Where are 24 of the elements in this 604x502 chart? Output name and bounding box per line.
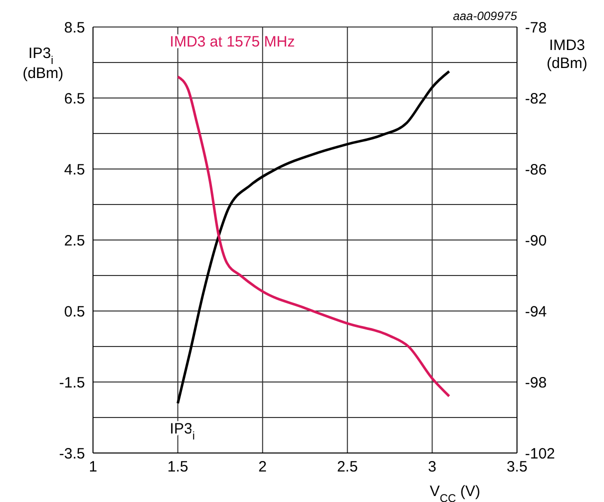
x-tick-label: 3.5 xyxy=(506,458,528,476)
y2-tick-label: -90 xyxy=(525,232,547,250)
x-tick-label: 1.5 xyxy=(167,458,188,476)
y2-axis-title: IMD3 (dBm) xyxy=(546,37,588,72)
x-tick-label: 2.5 xyxy=(336,458,358,476)
y2-tick-label: -78 xyxy=(525,19,547,36)
y-tick-label: -1.5 xyxy=(59,374,85,392)
y-tick-label: 4.5 xyxy=(64,161,85,178)
y2-tick-label: -82 xyxy=(525,90,547,108)
y-tick-label: 8.5 xyxy=(64,19,85,36)
y-axis-title: IP3$_{i}$ (dBm) xyxy=(22,45,64,82)
x-tick-label: 1 xyxy=(88,458,98,476)
y2-tick-label: -86 xyxy=(525,161,547,178)
x-tick-label: 3 xyxy=(428,458,436,476)
y2-tick-label: -94 xyxy=(525,303,547,320)
y2-tick-label: -102 xyxy=(525,445,556,462)
y2-tick-label: -98 xyxy=(525,374,547,392)
text: aaa-009975 xyxy=(452,9,518,23)
y-tick-label: 0.5 xyxy=(64,303,85,320)
x-axis-title: V$_{CC}$ (V) xyxy=(430,483,480,502)
x-tick-label: 2 xyxy=(258,458,267,476)
y-tick-label: 6.5 xyxy=(64,90,85,108)
y-tick-label: 2.5 xyxy=(64,232,85,250)
y-tick-label: -3.5 xyxy=(59,445,85,462)
